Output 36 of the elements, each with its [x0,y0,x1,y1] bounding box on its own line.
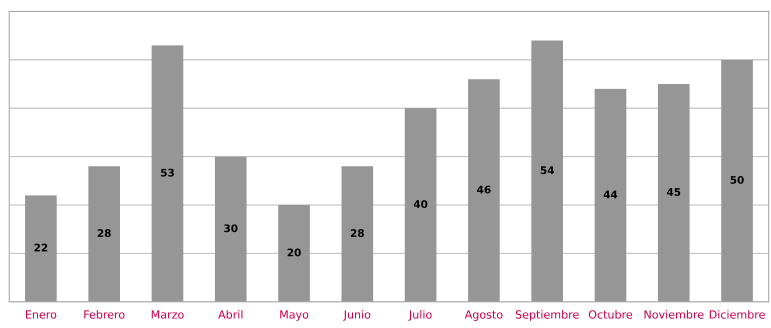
x-tick-label: Octubre [588,310,632,319]
bar [152,45,184,302]
data-label: 40 [414,200,428,208]
x-tick-label: Mayo [280,310,308,321]
x-tick-label: Julio [408,310,432,321]
bar [658,84,690,302]
bar [531,40,564,302]
bar [468,79,500,302]
data-label: 20 [288,248,301,256]
data-label: 50 [730,176,744,184]
bar [721,60,753,302]
data-label: 54 [540,166,554,174]
data-label: 46 [477,186,491,194]
data-label: 28 [98,229,111,238]
bar [278,205,310,302]
bar [404,108,436,302]
data-label: 28 [350,229,364,238]
x-tick-label: Diciembre [710,310,765,319]
bar [342,166,374,302]
data-label: 44 [604,190,618,198]
data-label: 45 [666,188,680,196]
data-label: 22 [34,244,48,252]
x-tick-label: Febrero [84,310,125,319]
data-label: 30 [224,224,238,232]
x-tick-label: Abril [218,310,242,319]
bar [88,166,120,302]
bar [594,88,626,302]
x-tick-label: Agosto [464,310,502,321]
x-tick-label: Enero [26,310,56,319]
x-tick-label: Junio [343,310,370,321]
x-tick-label: Marzo [152,310,184,319]
bar [25,195,57,302]
bar [214,156,247,302]
x-tick-label: Septiembre [516,310,579,321]
x-tick-label: Noviembre [644,310,704,319]
data-label: 53 [161,168,174,177]
